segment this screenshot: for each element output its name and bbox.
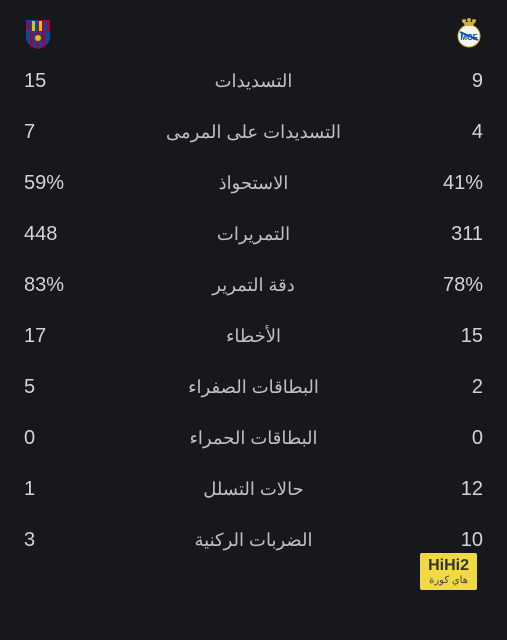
stat-row: 17 الأخطاء 15 [24,311,483,362]
stat-right: 311 [423,223,483,246]
stat-right: 10 [423,529,483,552]
stat-left: 7 [24,121,84,144]
match-header: MCF [0,0,507,56]
stat-left: 59% [24,172,84,195]
stat-right: 78% [423,274,483,297]
stat-label: الأخطاء [84,326,423,347]
stat-left: 15 [24,70,84,93]
stat-left: 5 [24,376,84,399]
stat-label: التسديدات [84,71,423,92]
real-madrid-logo: MCF [455,18,483,46]
stat-row: 0 البطاقات الحمراء 0 [24,413,483,464]
stat-label: الاستحواذ [84,173,423,194]
stat-right: 41% [423,172,483,195]
stat-label: حالات التسلل [84,479,423,500]
stat-label: البطاقات الصفراء [84,377,423,398]
stat-right: 9 [423,70,483,93]
stat-row: 5 البطاقات الصفراء 2 [24,362,483,413]
stat-right: 4 [423,121,483,144]
stat-label: البطاقات الحمراء [84,428,423,449]
stat-row: 83% دقة التمرير 78% [24,260,483,311]
stat-row: 15 التسديدات 9 [24,56,483,107]
stat-left: 17 [24,325,84,348]
barcelona-logo [24,18,52,46]
stat-label: التمريرات [84,224,423,245]
watermark-badge: HiHi2 هاي كورة [420,553,477,590]
watermark-subtitle: هاي كورة [428,575,469,586]
stat-row: 59% الاستحواذ 41% [24,158,483,209]
stat-left: 0 [24,427,84,450]
stat-left: 1 [24,478,84,501]
stat-row: 3 الضربات الركنية 10 [24,515,483,566]
stat-right: 0 [423,427,483,450]
stats-table: 15 التسديدات 9 7 التسديدات على المرمى 4 … [0,56,507,566]
stat-row: 448 التمريرات 311 [24,209,483,260]
stat-row: 1 حالات التسلل 12 [24,464,483,515]
stat-right: 15 [423,325,483,348]
stat-label: التسديدات على المرمى [84,122,423,143]
watermark-title: HiHi2 [428,557,469,575]
stat-left: 3 [24,529,84,552]
stat-left: 448 [24,223,84,246]
stat-right: 12 [423,478,483,501]
stat-row: 7 التسديدات على المرمى 4 [24,107,483,158]
stat-label: دقة التمرير [84,275,423,296]
stat-right: 2 [423,376,483,399]
stat-label: الضربات الركنية [84,530,423,551]
stat-left: 83% [24,274,84,297]
